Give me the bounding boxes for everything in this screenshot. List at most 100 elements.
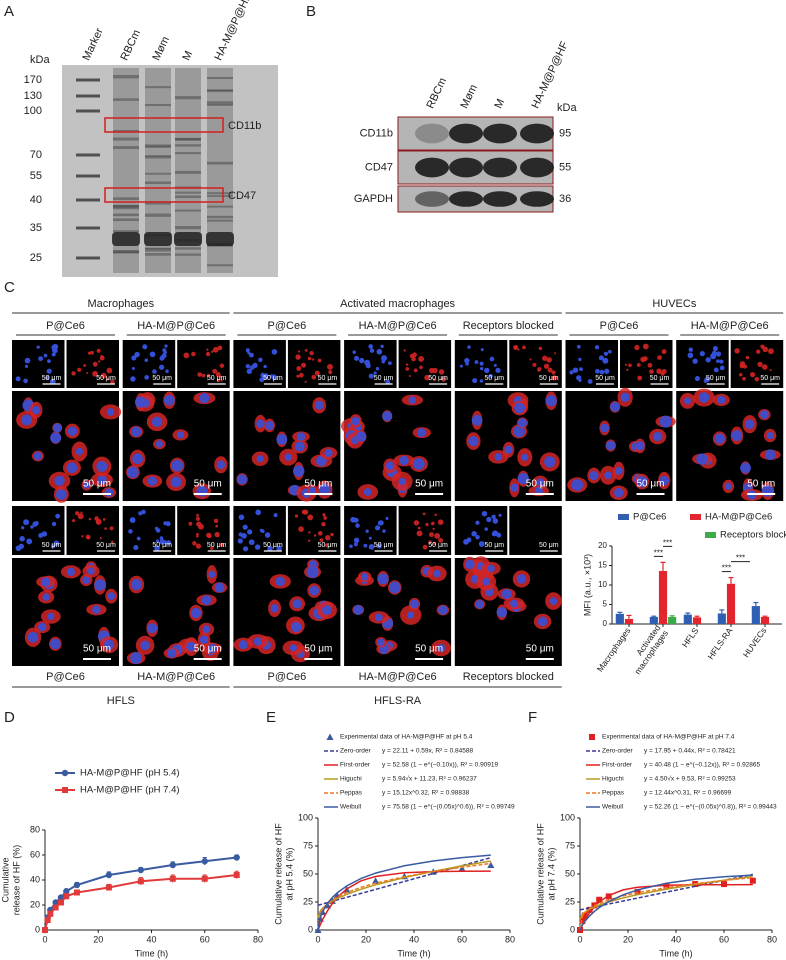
cell-nucleus xyxy=(294,441,305,452)
ce6-signal xyxy=(647,362,653,368)
nucleus xyxy=(381,359,386,364)
nucleus xyxy=(46,368,52,374)
ladder-band xyxy=(76,153,100,157)
ce6-signal xyxy=(201,373,206,378)
nucleus xyxy=(154,545,160,551)
ce6-signal xyxy=(207,533,212,539)
ce6-signal xyxy=(408,374,411,378)
nucleus xyxy=(51,344,57,351)
gel-band xyxy=(145,172,171,175)
nucleus xyxy=(158,364,165,370)
nucleus xyxy=(369,348,375,353)
cell-nucleus xyxy=(363,488,372,496)
ce6-signal xyxy=(657,355,662,360)
cell-nucleus xyxy=(356,431,367,442)
scale-bar-text: 50 μm xyxy=(415,644,443,655)
ce6-signal xyxy=(205,351,211,357)
nucleus xyxy=(19,536,25,542)
nucleus xyxy=(368,536,372,540)
cell-nucleus xyxy=(42,593,50,601)
ce6-signal xyxy=(309,350,314,356)
cell-nucleus xyxy=(21,414,33,426)
cell-nucleus xyxy=(167,648,177,658)
gel-band xyxy=(145,103,171,107)
fit-curve xyxy=(317,860,491,918)
ce6-signal xyxy=(434,532,441,539)
ce6-signal xyxy=(71,371,76,376)
legend-equation: y = 22.11 + 0.59x, R² = 0.84588 xyxy=(382,748,474,755)
data-point xyxy=(201,858,208,865)
data-point xyxy=(749,877,756,884)
ce6-signal xyxy=(298,526,304,532)
x-tick-label: HFLS-RA xyxy=(705,625,734,661)
cell-nucleus xyxy=(276,433,288,445)
cell-nucleus xyxy=(517,473,529,485)
ce6-signal xyxy=(626,368,629,372)
ce6-signal xyxy=(413,520,420,526)
ce6-signal xyxy=(197,372,202,377)
cell-nucleus xyxy=(514,402,525,414)
micrograph xyxy=(66,506,119,555)
nucleus xyxy=(136,536,141,541)
gel-band xyxy=(175,225,201,230)
legend-equation: y = 75.58 (1 − e^(−(0.05x)^0.6)), R² = 0… xyxy=(382,804,515,811)
band-label: CD11b xyxy=(228,120,261,132)
cell-nucleus xyxy=(253,637,262,646)
cell-nucleus xyxy=(238,640,248,650)
nucleus xyxy=(716,359,720,363)
scale-bar-text: 50 μm xyxy=(484,542,504,549)
data-point xyxy=(63,893,70,900)
gel-band xyxy=(175,137,201,141)
ce6-signal xyxy=(75,511,80,516)
nucleus xyxy=(243,546,249,552)
micrograph xyxy=(287,506,341,555)
panel-label: B xyxy=(306,3,316,20)
x-tick-label: Macrophages xyxy=(595,626,633,674)
scale-bar-text: 50 μm xyxy=(374,542,394,549)
cell-nucleus xyxy=(600,423,609,433)
data-point xyxy=(52,899,59,906)
scale-bar-text: 50 μm xyxy=(318,542,338,549)
ce6-signal xyxy=(220,379,223,382)
cell-nucleus xyxy=(413,458,425,470)
y-tick-label: 5 xyxy=(603,600,608,609)
nucleus xyxy=(155,528,161,533)
ce6-signal xyxy=(192,541,197,546)
legend-label: HA-M@P@Ce6 xyxy=(705,512,772,523)
lane-label: Møm xyxy=(150,35,171,63)
nucleus xyxy=(255,509,261,516)
nucleus xyxy=(159,355,165,361)
gel-band xyxy=(207,195,233,197)
cell-nucleus xyxy=(50,432,62,444)
data-point xyxy=(605,893,612,900)
nucleus xyxy=(32,521,38,527)
x-tick-label: 0 xyxy=(42,934,47,944)
protein-label: GAPDH xyxy=(354,193,393,205)
ce6-signal xyxy=(438,369,445,375)
cell-nucleus xyxy=(130,579,142,591)
blot-band xyxy=(483,157,517,178)
ce6-signal xyxy=(106,377,110,381)
data-point xyxy=(73,889,80,896)
gel-band xyxy=(145,201,171,205)
nucleus xyxy=(129,517,136,524)
gel-band xyxy=(113,75,139,79)
nucleus xyxy=(245,364,250,369)
cell-nucleus xyxy=(292,465,305,477)
ladder-band xyxy=(76,78,100,82)
legend-equation: y = 52.26 (1 − e^(−(0.05x)^0.8)), R² = 0… xyxy=(644,804,777,811)
ce6-signal xyxy=(88,517,92,521)
ce6-signal xyxy=(409,353,414,359)
cell-nucleus xyxy=(104,639,115,650)
nucleus xyxy=(595,368,600,374)
y-tick-label: 0 xyxy=(570,924,575,934)
nucleus xyxy=(488,373,493,379)
data-point xyxy=(663,883,670,890)
ce6-signal xyxy=(308,531,311,534)
cell-nucleus xyxy=(659,415,672,428)
ce6-signal xyxy=(183,352,190,359)
bar xyxy=(615,613,624,624)
x-axis-label: Time (h) xyxy=(659,948,692,958)
y-tick-label: 25 xyxy=(303,896,313,906)
cell-nucleus xyxy=(275,576,286,587)
